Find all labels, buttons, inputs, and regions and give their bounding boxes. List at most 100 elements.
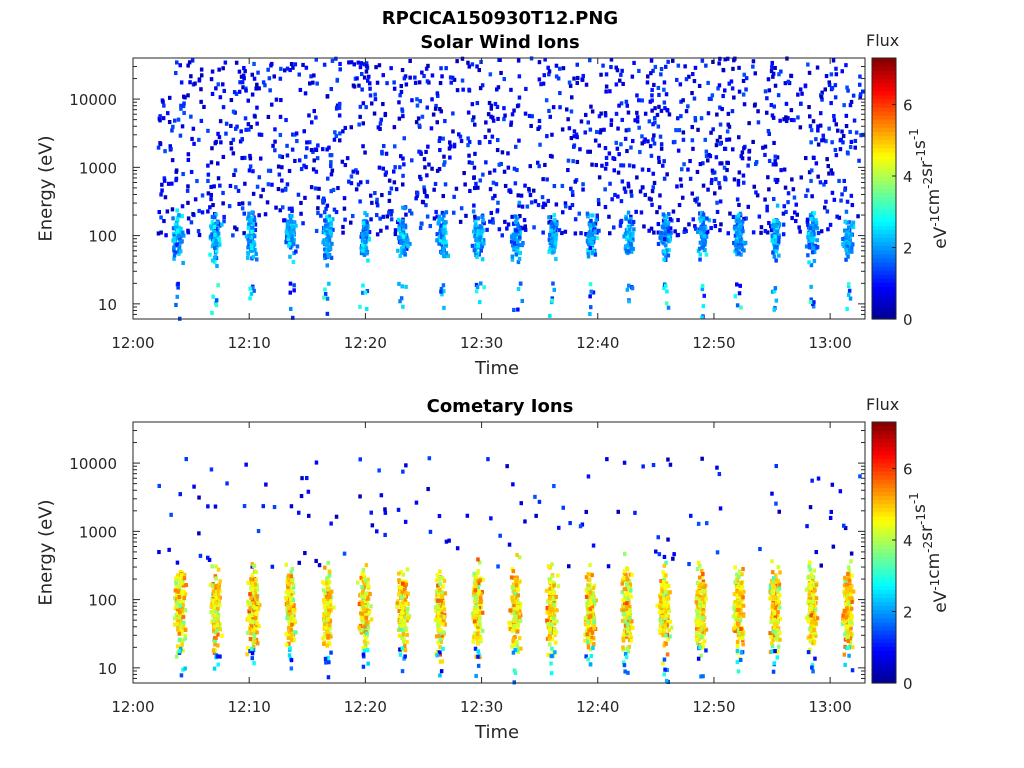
heatmap-cell: [595, 129, 599, 134]
heatmap-cell: [629, 214, 633, 219]
heatmap-cell: [665, 289, 669, 294]
heatmap-cell: [608, 231, 612, 236]
heatmap-cell: [406, 616, 411, 621]
heatmap-cell: [289, 504, 294, 509]
heatmap-cell: [489, 103, 494, 108]
heatmap-cell: [174, 654, 179, 659]
heatmap-cell: [623, 231, 628, 236]
heatmap-cell: [229, 123, 233, 128]
heatmap-cell: [340, 159, 345, 164]
heatmap-cell: [474, 219, 478, 224]
heatmap-cell: [517, 555, 522, 560]
heatmap-cell: [847, 220, 852, 225]
heatmap-cell: [772, 140, 776, 145]
heatmap-cell: [212, 184, 216, 189]
heatmap-cell: [218, 95, 223, 100]
heatmap-cell: [257, 175, 261, 180]
heatmap-cell: [218, 654, 222, 659]
heatmap-cell: [676, 218, 680, 223]
heatmap-cell: [718, 135, 722, 140]
heatmap-cell: [466, 60, 470, 65]
heatmap-cell: [326, 234, 331, 239]
heatmap-cell: [811, 246, 816, 251]
heatmap-cell: [364, 63, 369, 68]
heatmap-cell: [213, 613, 218, 618]
heatmap-cell: [568, 521, 572, 526]
heatmap-cell: [181, 615, 186, 620]
heatmap-cell: [772, 307, 776, 312]
heatmap-cell: [558, 105, 562, 110]
heatmap-cell: [603, 166, 608, 171]
heatmap-cell: [160, 188, 164, 193]
heatmap-cell: [263, 83, 267, 88]
heatmap-cell: [658, 193, 662, 198]
heatmap-cell: [816, 174, 820, 179]
heatmap-cell: [527, 113, 532, 118]
heatmap-cell: [197, 531, 201, 536]
heatmap-cell: [518, 230, 522, 235]
heatmap-cell: [225, 481, 229, 486]
heatmap-cell: [249, 595, 253, 600]
heatmap-cell: [252, 61, 256, 66]
heatmap-cell: [541, 205, 545, 210]
heatmap-cell: [694, 226, 698, 231]
heatmap-cell: [467, 140, 472, 145]
heatmap-cell: [614, 82, 619, 87]
heatmap-cell: [384, 151, 389, 156]
heatmap-cell: [507, 542, 512, 547]
heatmap-cell: [550, 154, 554, 159]
heatmap-cell: [328, 217, 333, 222]
heatmap-cell: [343, 217, 347, 222]
heatmap-cell: [474, 574, 478, 579]
heatmap-cell: [632, 60, 636, 65]
heatmap-cell: [779, 168, 783, 173]
heatmap-cell: [544, 588, 549, 593]
heatmap-cell: [503, 219, 507, 224]
heatmap-cell: [588, 294, 592, 299]
heatmap-cell: [368, 86, 372, 91]
heatmap-cell: [671, 209, 676, 214]
heatmap-cell: [466, 110, 471, 115]
heatmap-cell: [399, 595, 404, 600]
heatmap-cell: [846, 292, 851, 297]
heatmap-cell: [570, 190, 575, 195]
heatmap-cell: [838, 489, 843, 494]
heatmap-cell: [400, 589, 404, 594]
heatmap-cell: [251, 254, 256, 259]
heatmap-cell: [361, 568, 366, 573]
heatmap-cell: [810, 168, 814, 173]
heatmap-cell: [255, 257, 259, 262]
heatmap-cell: [287, 592, 291, 597]
heatmap-cell: [517, 203, 521, 208]
heatmap-cell: [435, 238, 439, 243]
heatmap-cell: [441, 228, 445, 233]
heatmap-cell: [711, 59, 715, 64]
heatmap-cell: [404, 615, 408, 620]
heatmap-cell: [242, 231, 246, 236]
heatmap-cell: [614, 111, 619, 116]
heatmap-cell: [441, 283, 446, 288]
heatmap-cell: [478, 224, 482, 229]
heatmap-cell: [394, 187, 399, 192]
heatmap-cell: [200, 193, 205, 198]
colorbar-segment: [872, 265, 896, 271]
heatmap-cell: [634, 209, 638, 214]
heatmap-cell: [216, 585, 221, 590]
heatmap-cell: [326, 596, 330, 601]
heatmap-cell: [500, 233, 504, 238]
heatmap-cell: [849, 193, 854, 198]
heatmap-cell: [495, 104, 500, 109]
heatmap-cell: [746, 204, 750, 209]
heatmap-cell: [805, 217, 810, 222]
heatmap-cell: [664, 64, 668, 69]
heatmap-cell: [631, 237, 635, 242]
heatmap-cell: [294, 131, 299, 136]
heatmap-cell: [522, 218, 527, 223]
heatmap-cell: [403, 252, 407, 257]
heatmap-cell: [734, 230, 739, 235]
heatmap-cell: [176, 573, 180, 578]
heatmap-cell: [627, 283, 631, 288]
heatmap-cell: [624, 244, 628, 249]
heatmap-cell: [410, 98, 414, 103]
heatmap-cell: [236, 188, 241, 193]
